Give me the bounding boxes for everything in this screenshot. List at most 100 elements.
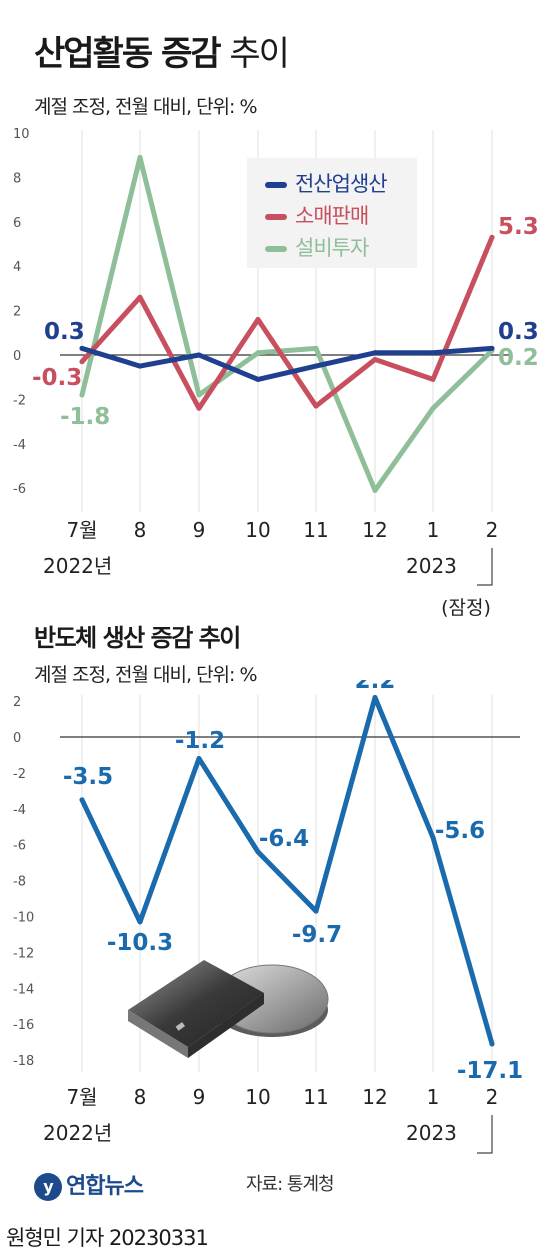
legend-item-investment: 설비투자 [265, 232, 369, 262]
y-tick-label: -8 [13, 875, 26, 890]
data-point [255, 376, 261, 382]
y-tick-label: -6 [13, 482, 26, 497]
chip-icon [128, 960, 264, 1047]
data-label: 2.2 [355, 680, 396, 694]
data-point [137, 363, 143, 369]
y-tick-label: -2 [13, 767, 26, 782]
y-tick-label: -10 [13, 911, 34, 926]
data-label: -1.8 [60, 404, 110, 430]
chip-icon-side [188, 993, 264, 1058]
chip-icon-mark [175, 1022, 185, 1031]
data-point [196, 756, 202, 762]
legend-item-production: 전산업생산 [265, 168, 388, 198]
series-line [79, 345, 495, 382]
data-point [372, 487, 378, 493]
data-label: 0.3 [44, 319, 85, 345]
x-tick-label: 12 [362, 518, 387, 542]
y-tick-label: -4 [13, 803, 26, 818]
year-label: 2022년 [43, 1121, 112, 1145]
y-tick-label: -4 [13, 438, 26, 453]
y-tick-label: 2 [13, 695, 21, 710]
x-tick-label: 1 [427, 1085, 440, 1109]
data-point [255, 350, 261, 356]
chart2-note: 계절 조정, 전월 대비, 단위: % [34, 664, 258, 686]
x-tick-label: 2 [486, 518, 499, 542]
data-point [79, 359, 85, 365]
legend-swatch [265, 182, 287, 188]
year-label: 2023 [406, 1121, 457, 1145]
data-point [372, 695, 378, 701]
data-point [313, 345, 319, 351]
data-point [313, 363, 319, 369]
data-point [79, 797, 85, 803]
data-point [255, 849, 261, 855]
data-point [196, 405, 202, 411]
y-tick-label: 0 [13, 731, 21, 746]
data-point [489, 1041, 495, 1047]
x-tick-label: 9 [193, 518, 206, 542]
chip-icon-side [128, 1010, 188, 1058]
x-tick-label: 11 [303, 1085, 328, 1109]
reporter-credit: 원형민 기자 20230331 [6, 1226, 209, 1250]
data-label: 0.2 [498, 345, 539, 371]
data-label: 0.3 [498, 319, 539, 345]
yonhap-logo-icon: y [34, 1173, 62, 1201]
data-point [489, 234, 495, 240]
page-title: 산업활동 증감 추이 [34, 34, 290, 74]
data-point [255, 316, 261, 322]
data-point [430, 376, 436, 382]
data-point [79, 345, 85, 351]
data-point [79, 392, 85, 398]
x-tick-label: 8 [134, 518, 147, 542]
data-label: -3.5 [63, 764, 113, 790]
data-label: -1.2 [175, 728, 225, 754]
data-label: -6.4 [259, 826, 309, 852]
data-point [430, 405, 436, 411]
x-tick-label: 10 [245, 1085, 270, 1109]
x-tick-label: 12 [362, 1085, 387, 1109]
data-label: -9.7 [292, 922, 342, 948]
chart1-legend: 전산업생산 소매판매 설비투자 [247, 158, 417, 268]
y-tick-label: -2 [13, 393, 26, 408]
data-point [196, 392, 202, 398]
year-label: 2023 [406, 554, 457, 578]
data-point [137, 919, 143, 925]
y-tick-label: -18 [13, 1054, 34, 1069]
data-point [489, 345, 495, 351]
legend-swatch [265, 214, 287, 220]
series-line [79, 234, 495, 411]
data-label: 5.3 [498, 214, 539, 240]
y-tick-label: 6 [13, 216, 21, 231]
y-tick-label: -14 [13, 982, 34, 997]
data-label: -5.6 [435, 818, 485, 844]
series-line [79, 695, 495, 1047]
data-source: 자료: 통계청 [246, 1174, 335, 1195]
chart1-note: 계절 조정, 전월 대비, 단위: % [34, 96, 258, 118]
data-point [430, 350, 436, 356]
data-point [196, 352, 202, 358]
provisional-bracket [477, 548, 493, 586]
x-tick-label: 2 [486, 1085, 499, 1109]
year-label: 2022년 [43, 554, 112, 578]
y-tick-label: 8 [13, 171, 21, 186]
chart2-title: 반도체 생산 증감 추이 [34, 624, 241, 652]
provisional-bracket [477, 1115, 493, 1154]
data-point [313, 908, 319, 914]
y-tick-label: 10 [13, 127, 30, 142]
x-tick-label: 9 [193, 1085, 206, 1109]
yonhap-logo: y 연합뉴스 [34, 1168, 144, 1201]
data-point [137, 154, 143, 160]
data-label: -0.3 [32, 365, 82, 391]
y-tick-label: -6 [13, 839, 26, 854]
provisional-label: (잠정) [441, 597, 491, 619]
y-tick-label: 0 [13, 349, 21, 364]
legend-swatch [265, 246, 287, 252]
y-tick-label: -16 [13, 1018, 34, 1033]
data-point [430, 835, 436, 841]
y-tick-label: 2 [13, 305, 21, 320]
data-label: -17.1 [457, 1058, 523, 1084]
x-tick-label: 11 [303, 518, 328, 542]
y-tick-label: -12 [13, 946, 34, 961]
